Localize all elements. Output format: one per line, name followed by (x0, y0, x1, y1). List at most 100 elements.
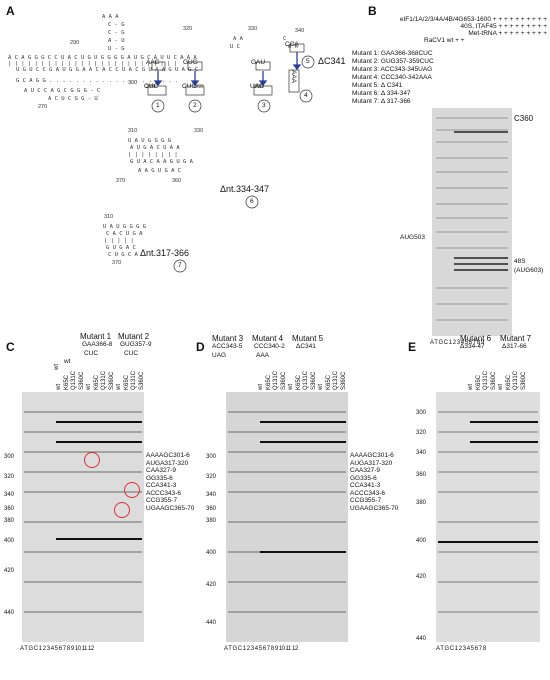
svg-text:C: C (283, 36, 286, 42)
sub-1-label: CUC (144, 83, 159, 90)
svg-text:A C A G G G C C U A C U G U: A C A G G G C C U A C U G U G G G G A U … (8, 55, 197, 61)
mutant-6: Mutant 6: Δ 334-347 (352, 90, 411, 97)
d-lane-label-5: wt (288, 384, 294, 390)
svg-text:U - G: U - G (108, 46, 125, 52)
c-mutant2: Mutant 2 (118, 332, 150, 341)
d-lane-label-6: K65C (295, 374, 302, 390)
d-m3seq: ACC343-5 (212, 343, 243, 350)
gel-d (226, 392, 348, 642)
c-annotations: AAAAGC301-6 AUGA317-320 CAA327-9 GG335-6… (146, 452, 194, 512)
c-tick-360: 360 (4, 506, 15, 512)
num-340: 340 (295, 28, 304, 34)
svg-text:330: 330 (194, 128, 203, 134)
e-lane-label-2: K65C (475, 374, 482, 390)
num-360: 360 (194, 84, 203, 90)
svg-text:A A G U G A C: A A G U G A C (138, 168, 181, 174)
d-lane-label-row: wt K65C Q131C S360C wt K65C Q131C S360C wt K65C Q1… (258, 356, 348, 392)
c-lane-label-9: wt (116, 384, 122, 390)
svg-text:A A: A A (288, 44, 299, 50)
c-mutant2-sub: CUC (124, 350, 139, 357)
svg-text:U C: U C (230, 44, 240, 50)
gel-e (436, 392, 540, 642)
mutant-2: Mutant 2: GUG357-359CUC (352, 58, 434, 65)
c-lane-label-row: wt K65C Q131C S360C wt K65C Q131C S360C wt K65C Q1… (56, 356, 146, 392)
d-ann-6: CCG355-7 (350, 497, 382, 504)
d-tick-400: 400 (206, 550, 217, 556)
box-3-label: CCA (285, 41, 299, 48)
d-ann-1: AUGA317-320 (350, 459, 393, 467)
circle-6: 6 (250, 198, 254, 205)
e-m6seq: Δ334-47 (460, 343, 485, 350)
box-1-label: AAG (146, 59, 160, 66)
e-tick-380: 380 (416, 500, 427, 506)
panel-e-label: E (408, 340, 417, 354)
rna-structure-diagram: A C A G G G C C U A C U G U G G G G A U … (8, 14, 315, 273)
panel-b-label: B (368, 4, 377, 18)
svg-text:A A A: A A A (102, 14, 119, 20)
condition-40s: 40S, ITAF45 + + + + + + + + + (372, 23, 547, 30)
gel-b-lanes: A T G C 1 2 3 4 5 6 7 8 9 (430, 340, 484, 346)
condition-met: Met-tRNA + + + + + + + + + (372, 30, 547, 37)
d-lane-label-11: Q131C (333, 370, 339, 390)
c-tick-420: 420 (4, 568, 15, 574)
svg-text:U A U G G G G: U A U G G G G (103, 224, 146, 230)
svg-text:C A C U G A: C A C U G A (106, 231, 143, 237)
e-mutant6: Mutant 6 (460, 334, 492, 343)
gel-b-bands (436, 117, 508, 321)
svg-text:310: 310 (128, 128, 137, 134)
e-tick-440: 440 (416, 636, 427, 642)
c-tick-440: 440 (4, 610, 15, 616)
d-mutant3: Mutant 3 (212, 334, 244, 343)
d-lane-label-7: Q131C (303, 370, 309, 390)
gel-e-bands (438, 411, 538, 613)
svg-text:370: 370 (112, 260, 121, 266)
svg-text:| | | | |: | | | | | (104, 238, 134, 244)
gel-d-lanes: A T G C 1 2 3 4 5 6 7 8 9 10 11 12 (224, 646, 298, 652)
gel-c-lanes: A T G C 1 2 3 4 5 6 7 8 9 10 11 12 (20, 646, 94, 652)
d-mutant4: Mutant 4 (252, 334, 284, 343)
d-ann-0: AAAAGC301-6 (350, 452, 394, 459)
cond-met-name: Met-tRNA (468, 30, 497, 37)
circle-3: 3 (262, 102, 266, 109)
e-lane-label-4: S360C (490, 371, 497, 390)
e-lane-label-3: Q131C (483, 370, 489, 390)
e-lane-label-7: Q131C (513, 370, 519, 390)
svg-text:U A U G G G G: U A U G G G G (128, 138, 171, 144)
d-ann-3: GG335-6 (350, 474, 377, 482)
svg-text:A U G A C U A A: A U G A C U A A (130, 145, 180, 151)
circle-1: 1 (156, 102, 160, 109)
c-mutant1-seq: GAA366-8 (82, 341, 113, 348)
c-lane-label-2: K65C (63, 374, 70, 390)
cond-40s-signs: + + + + + + + + + (498, 23, 547, 30)
c-lane-label-12: S360C (138, 371, 145, 390)
panel-d-label: D (196, 340, 205, 354)
c-tick-340: 340 (4, 492, 15, 498)
e-lane-label-6: K65C (505, 374, 512, 390)
d-tick-360: 360 (206, 506, 217, 512)
svg-text:| | | | | | | |: | | | | | | | | (128, 152, 178, 158)
d-ann-7: UGAAGC365-70 (350, 504, 399, 512)
e-lane-label-row: wt K65C Q131C S360C wt K65C Q131C S360C (468, 356, 538, 392)
c-tick-400: 400 (4, 538, 15, 544)
c-tick-300: 300 (4, 454, 15, 460)
c-lane-label-1: wt (56, 384, 62, 390)
svg-text:U G U C C G A U G G A A C: U G U C C G A U G G A A C A C C U A C G … (16, 67, 198, 73)
c-lane-label-7: Q131C (101, 370, 107, 390)
d-m3sub: UAG (212, 352, 227, 359)
mutant-3: Mutant 3: ACC343-345UAG (352, 66, 433, 73)
cond-wt-signs: + + (455, 37, 465, 44)
mutant-5: Mutant 5: Δ C341 (352, 82, 403, 89)
d-tick-420: 420 (206, 582, 217, 588)
marker-aug603: (AUG603) (514, 267, 544, 274)
svg-text:G U A C A A G U G A: G U A C A A G U G A (130, 159, 194, 165)
num-270: 270 (38, 104, 47, 110)
num-370: 370 (146, 84, 155, 90)
gel-e-lanes: A T G C 1 2 3 4 5 6 7 8 (436, 646, 486, 652)
e-lane-label-8: S360C (520, 371, 527, 390)
svg-text:C U G C A: C U G C A (108, 252, 138, 258)
svg-text:A - U: A - U (108, 38, 125, 44)
c-tick-380: 380 (4, 518, 15, 524)
c-ann-4: CCA341-3 (146, 482, 177, 489)
e-tick-360: 360 (416, 472, 427, 478)
num-300: 300 (128, 80, 137, 86)
